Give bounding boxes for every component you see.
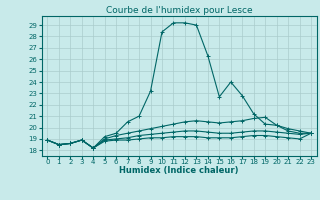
X-axis label: Humidex (Indice chaleur): Humidex (Indice chaleur) bbox=[119, 166, 239, 175]
Title: Courbe de l'humidex pour Lesce: Courbe de l'humidex pour Lesce bbox=[106, 6, 252, 15]
